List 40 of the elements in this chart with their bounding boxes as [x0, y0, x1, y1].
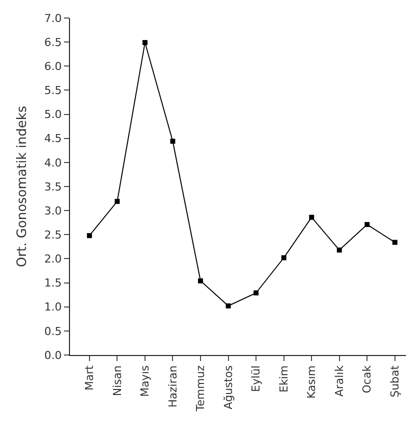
y-tick-label: 7.0	[44, 12, 62, 25]
y-tick-label: 4.0	[44, 156, 62, 170]
y-axis-title: Ort. Gonosomatik indeks	[15, 106, 30, 268]
y-tick-label: 5.5	[44, 84, 62, 98]
x-tick-label: Haziran	[166, 365, 180, 408]
point	[336, 248, 342, 253]
y-tick-label: 1.5	[44, 276, 62, 290]
y-tick-label: 0.0	[44, 348, 62, 362]
point	[364, 222, 370, 228]
y-tick-label: 3.0	[44, 204, 62, 218]
y-tick-label: 2.5	[44, 228, 62, 242]
y-tick-label: 3.5	[44, 180, 62, 194]
y-tick-label: 5.0	[44, 108, 62, 122]
point	[392, 240, 398, 245]
point	[198, 278, 204, 284]
x-tick-label: Kasım	[305, 365, 318, 399]
point	[309, 214, 314, 220]
y-tick-label: 2.0	[44, 252, 62, 266]
point	[114, 198, 120, 204]
point	[170, 138, 176, 144]
x-tick-label: Şubat	[388, 364, 402, 398]
x-tick-label: Eylül	[250, 365, 263, 392]
x-tick-label: Ekim	[277, 365, 290, 392]
y-tick-label: 0.5	[44, 324, 62, 338]
y-tick-label: 6.0	[44, 60, 62, 73]
x-tick-label: Ağustos	[222, 365, 235, 410]
x-tick-label: Temmuz	[194, 365, 208, 412]
x-tick-label: Nisan	[110, 365, 124, 396]
y-tick-label: 4.5	[44, 132, 62, 146]
x-tick-label: Mayıs	[138, 365, 152, 397]
x-tick-label: Mart	[83, 364, 96, 390]
x-tick-label: Aralık	[332, 364, 346, 397]
x-tick-label: Ocak	[360, 364, 374, 394]
y-tick-label: 6.5	[44, 36, 62, 49]
point	[142, 40, 148, 46]
point	[281, 255, 286, 260]
point	[254, 290, 259, 296]
point	[86, 233, 92, 238]
point	[226, 303, 231, 308]
y-tick-label: 1.0	[44, 300, 62, 314]
